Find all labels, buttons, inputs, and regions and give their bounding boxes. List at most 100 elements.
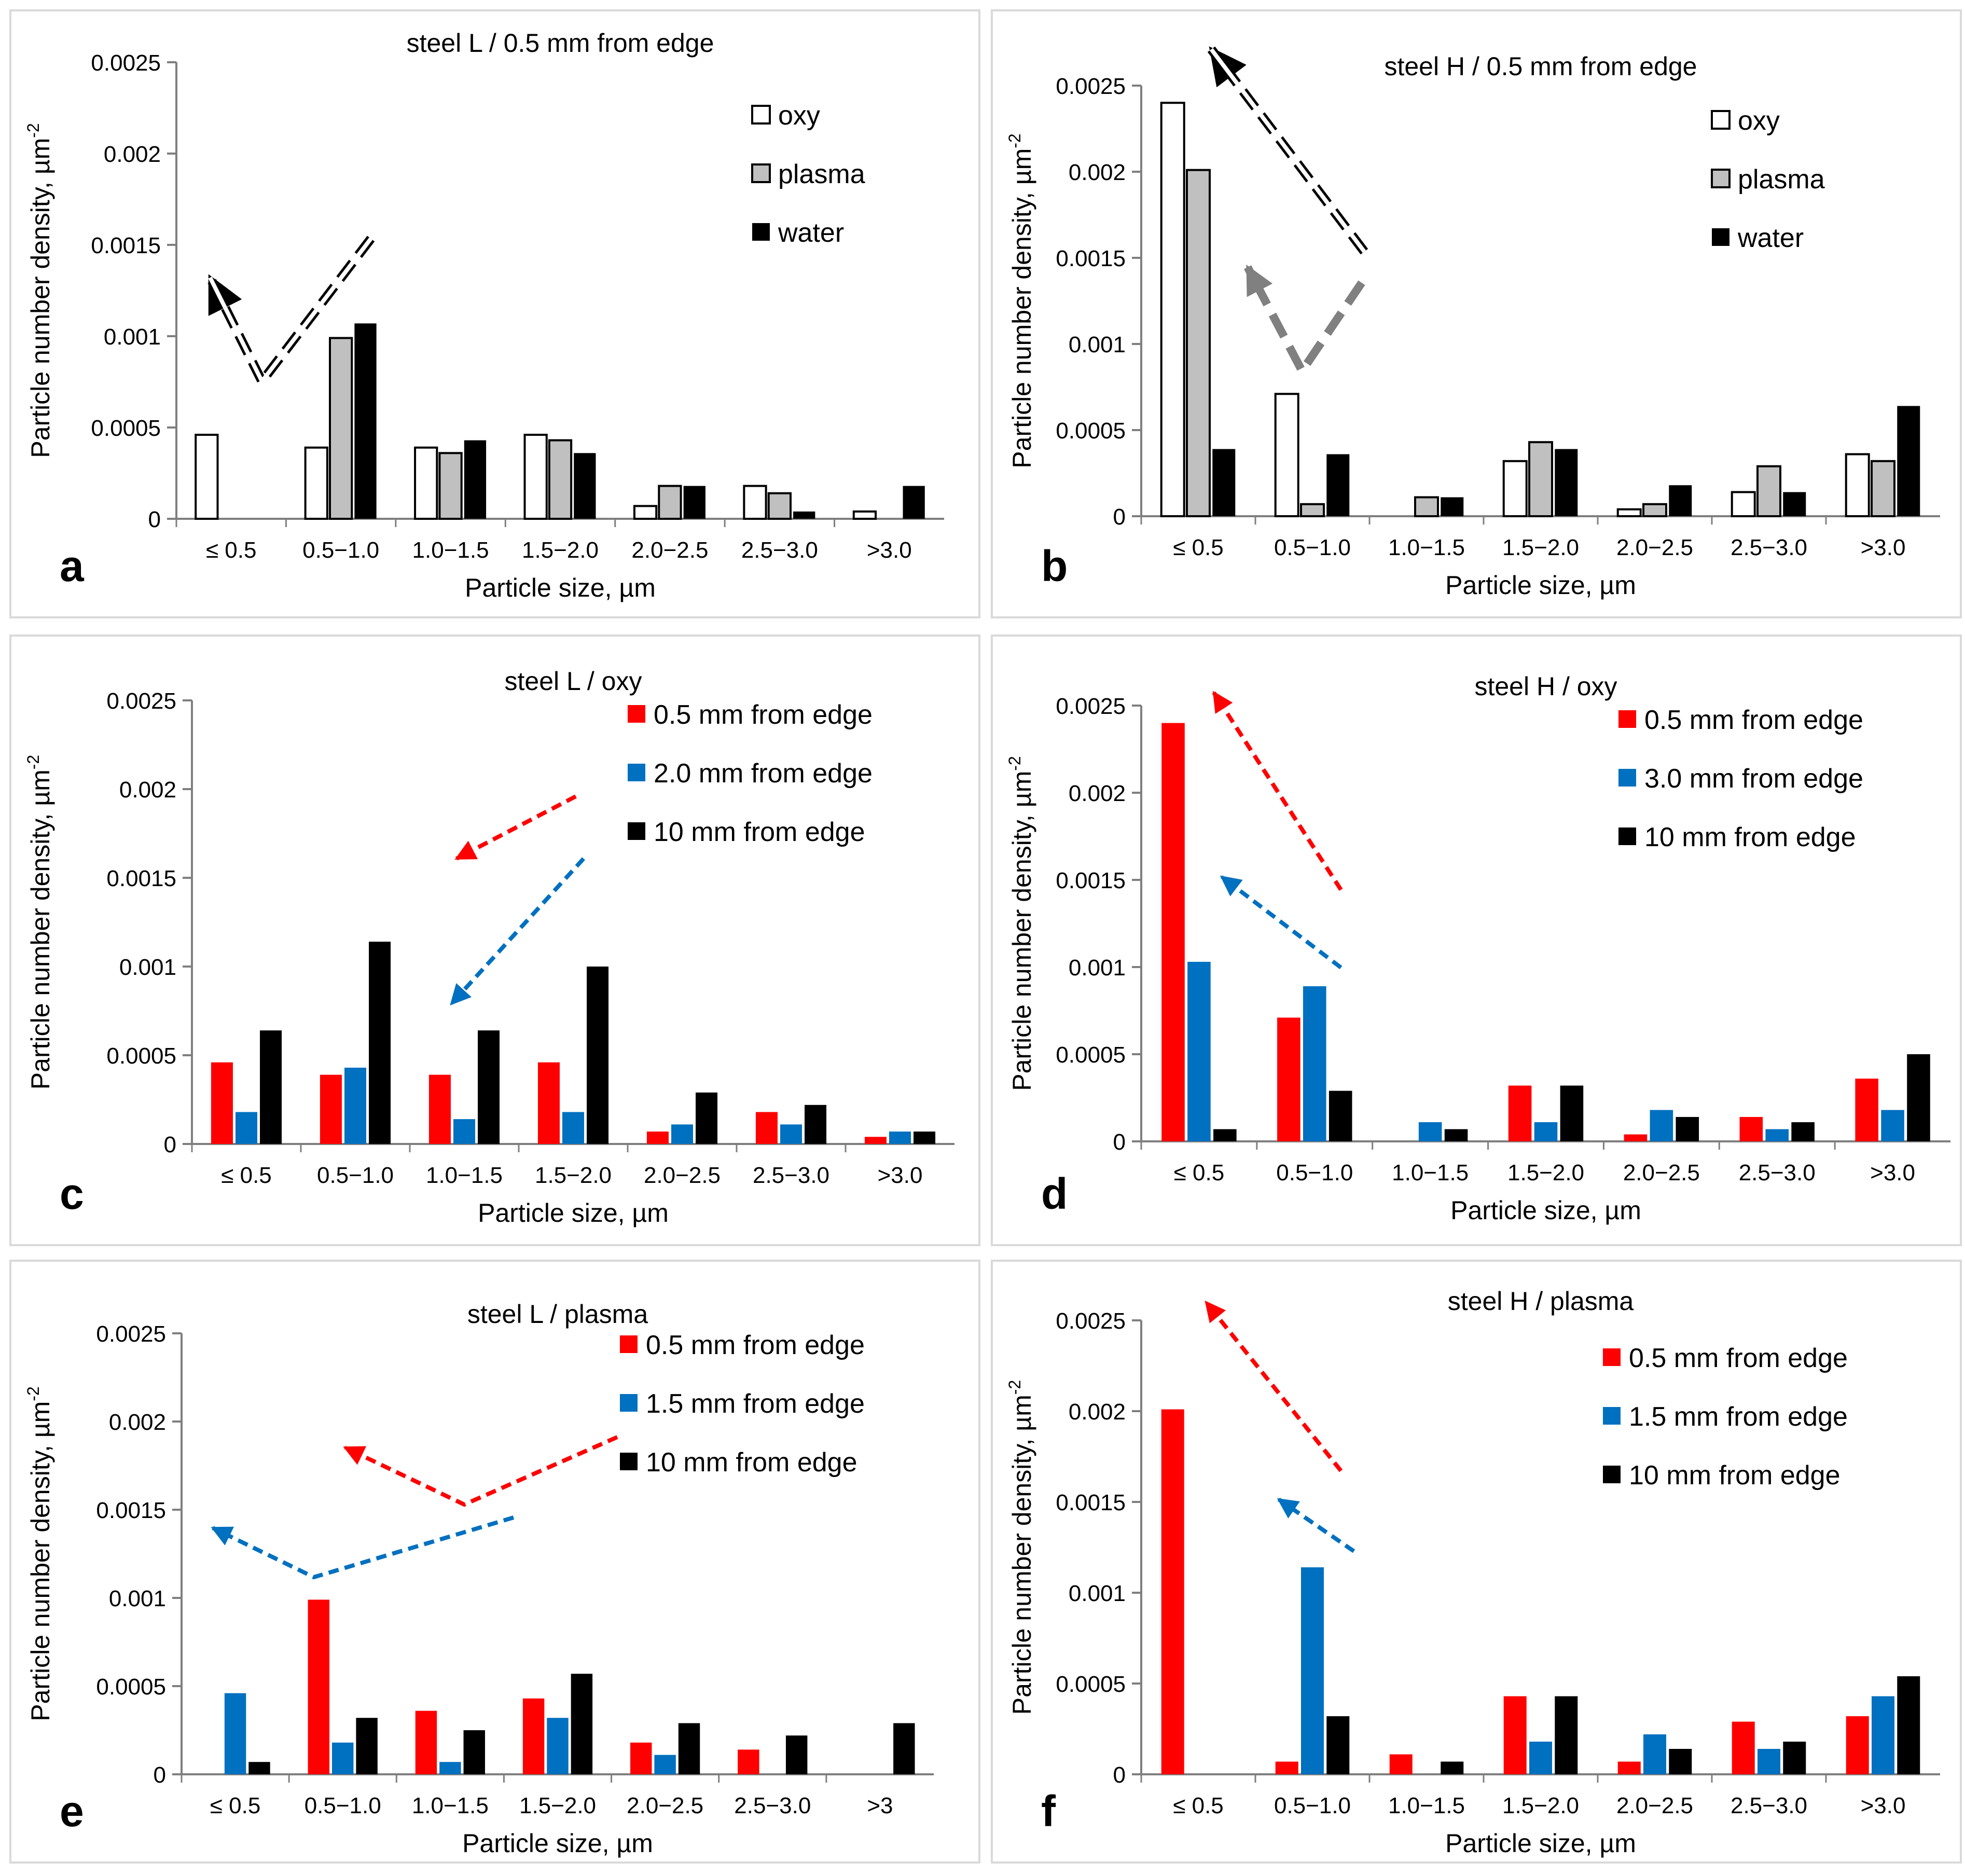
bar-d-s1-c5 — [1765, 1129, 1789, 1141]
y-axis-label: Particle number density, µm-2 — [24, 1386, 55, 1721]
panel-e: steel L / plasma 0 0.0005 0.001 0.0015 0.002 0… — [9, 1260, 980, 1864]
panel-frame — [991, 9, 1962, 618]
trend-arrows — [205, 46, 1368, 1580]
x-tick-label: ≤ 0.5 — [1173, 535, 1224, 560]
bar-a-s0-c2 — [414, 446, 438, 520]
panel-letter: b — [1041, 542, 1068, 590]
y-tick-label: 0 — [154, 1762, 166, 1788]
bar-c-s2-c3 — [587, 967, 609, 1144]
bar-c-s0-c1 — [320, 1074, 342, 1144]
legend-label: water — [1737, 223, 1804, 253]
y-tick-label: 0.0015 — [96, 1498, 166, 1523]
x-tick-label: 2.0−2.5 — [627, 1793, 703, 1818]
legend-swatch — [1711, 110, 1731, 130]
y-axis-label: Particle number density, µm-2 — [1005, 133, 1036, 468]
bar-f-s1-c1 — [1301, 1567, 1324, 1774]
x-tick-label: ≤ 0.5 — [210, 1793, 261, 1818]
panel-letter: e — [60, 1787, 84, 1836]
y-tick-label: 0.002 — [1069, 1399, 1126, 1425]
x-tick-label: 2.5−3.0 — [753, 1163, 829, 1188]
panel-b: steel H / 0.5 mm from edge 0 0.0005 0.001 0.… — [991, 9, 1962, 618]
legend-label: oxy — [778, 101, 820, 131]
x-axis-label: Particle size, µm — [1445, 1829, 1636, 1858]
y-tick-label: 0.0025 — [96, 1321, 166, 1347]
x-tick-label: 2.0−2.5 — [1616, 535, 1693, 560]
bar-a-s1-c1 — [329, 337, 353, 520]
x-tick-label: 0.5−1.0 — [302, 537, 379, 563]
bar-c-s2-c4 — [696, 1092, 718, 1144]
bar-a-s1-c3 — [548, 439, 573, 520]
x-tick-label: 1.0−1.5 — [412, 537, 489, 563]
bar-a-s1-c4 — [658, 485, 682, 520]
bar-c-s1-c5 — [780, 1124, 802, 1144]
legend-swatch — [1618, 827, 1636, 845]
x-tick-label: 1.5−2.0 — [535, 1163, 612, 1188]
bar-d-s0-c3 — [1508, 1085, 1532, 1141]
panel-f: steel H / plasma 0 0.0005 0.001 0.0015 0.002 0… — [991, 1260, 1962, 1864]
y-tick-label: 0.0015 — [1056, 246, 1126, 271]
bar-f-s0-c5 — [1732, 1721, 1755, 1774]
x-tick-label: 2.5−3.0 — [734, 1793, 811, 1818]
bar-e-s2-c5 — [785, 1735, 808, 1774]
bar-c-s1-c0 — [236, 1112, 257, 1144]
bar-b-s1-c5 — [1756, 465, 1781, 517]
bar-c-s2-c2 — [478, 1030, 500, 1144]
x-tick-label: >3.0 — [878, 1163, 923, 1188]
legend-label: oxy — [1738, 106, 1780, 136]
bar-d-s0-c1 — [1277, 1017, 1300, 1141]
bar-b-s0-c6 — [1845, 453, 1870, 517]
arrow-d-blue — [1220, 875, 1343, 970]
bar-a-s1-c2 — [438, 452, 463, 520]
panel-frame — [9, 634, 980, 1246]
bar-d-s0-c5 — [1739, 1116, 1763, 1141]
chart-title: steel L / plasma — [467, 1300, 648, 1329]
y-tick-label: 0.0015 — [106, 866, 176, 891]
bar-d-s2-c5 — [1791, 1122, 1815, 1141]
bar-c-s0-c4 — [646, 1132, 669, 1144]
legend-label: 0.5 mm from edge — [654, 700, 873, 730]
bar-b-s1-c6 — [1871, 460, 1895, 518]
bar-a-s2-c4 — [683, 486, 705, 519]
bar-e-s1-c2 — [439, 1762, 461, 1774]
y-tick-label: 0 — [1113, 1129, 1126, 1155]
legend-swatch — [620, 1394, 638, 1412]
bar-a-s0-c3 — [523, 434, 548, 520]
bar-e-s2-c2 — [463, 1730, 485, 1774]
legend-label: 10 mm from edge — [654, 817, 865, 847]
chart-title: steel H / 0.5 mm from edge — [1384, 52, 1697, 81]
bar-d-s1-c2 — [1418, 1122, 1442, 1141]
y-tick-label: 0.001 — [109, 1586, 166, 1611]
bar-b-s0-c3 — [1502, 460, 1528, 518]
y-tick-label: 0.002 — [1069, 160, 1126, 185]
legend-label: 10 mm from edge — [1629, 1460, 1841, 1491]
y-axis-label: Particle number density, µm-2 — [1005, 756, 1036, 1091]
bar-a-s2-c3 — [574, 453, 596, 519]
bar-d-s2-c0 — [1213, 1129, 1237, 1141]
y-tick-label: 0 — [148, 507, 161, 532]
x-tick-label: 2.0−2.5 — [1623, 1160, 1700, 1185]
panel-letter: a — [60, 542, 85, 590]
chart-title: steel L / oxy — [505, 667, 642, 696]
bar-f-s0-c1 — [1275, 1761, 1298, 1774]
bar-c-s0-c6 — [864, 1137, 887, 1144]
x-tick-label: 0.5−1.0 — [1274, 1793, 1351, 1818]
x-tick-label: 2.5−3.0 — [1731, 535, 1807, 560]
panel-c: steel L / oxy 0 0.0005 0.001 0.0015 0.002 0.00… — [9, 634, 980, 1246]
x-tick-label: >3.0 — [1861, 1793, 1906, 1818]
y-tick-label: 0.001 — [104, 324, 161, 350]
bar-e-s2-c6 — [893, 1723, 915, 1774]
x-tick-label: ≤ 0.5 — [206, 537, 257, 563]
bar-f-s1-c4 — [1643, 1734, 1666, 1774]
bar-f-s2-c6 — [1897, 1676, 1920, 1774]
bar-a-s0-c5 — [743, 485, 767, 520]
bar-a-s2-c5 — [793, 511, 815, 519]
panel-letter: c — [60, 1169, 84, 1218]
x-tick-label: 0.5−1.0 — [1276, 1160, 1353, 1185]
bar-c-s0-c0 — [211, 1062, 233, 1144]
arrow-f-blue — [1277, 1497, 1355, 1553]
bar-a-s2-c2 — [464, 440, 487, 519]
bar-f-s2-c5 — [1783, 1742, 1806, 1774]
bar-d-s1-c6 — [1881, 1110, 1904, 1141]
bar-b-s0-c0 — [1160, 102, 1185, 517]
